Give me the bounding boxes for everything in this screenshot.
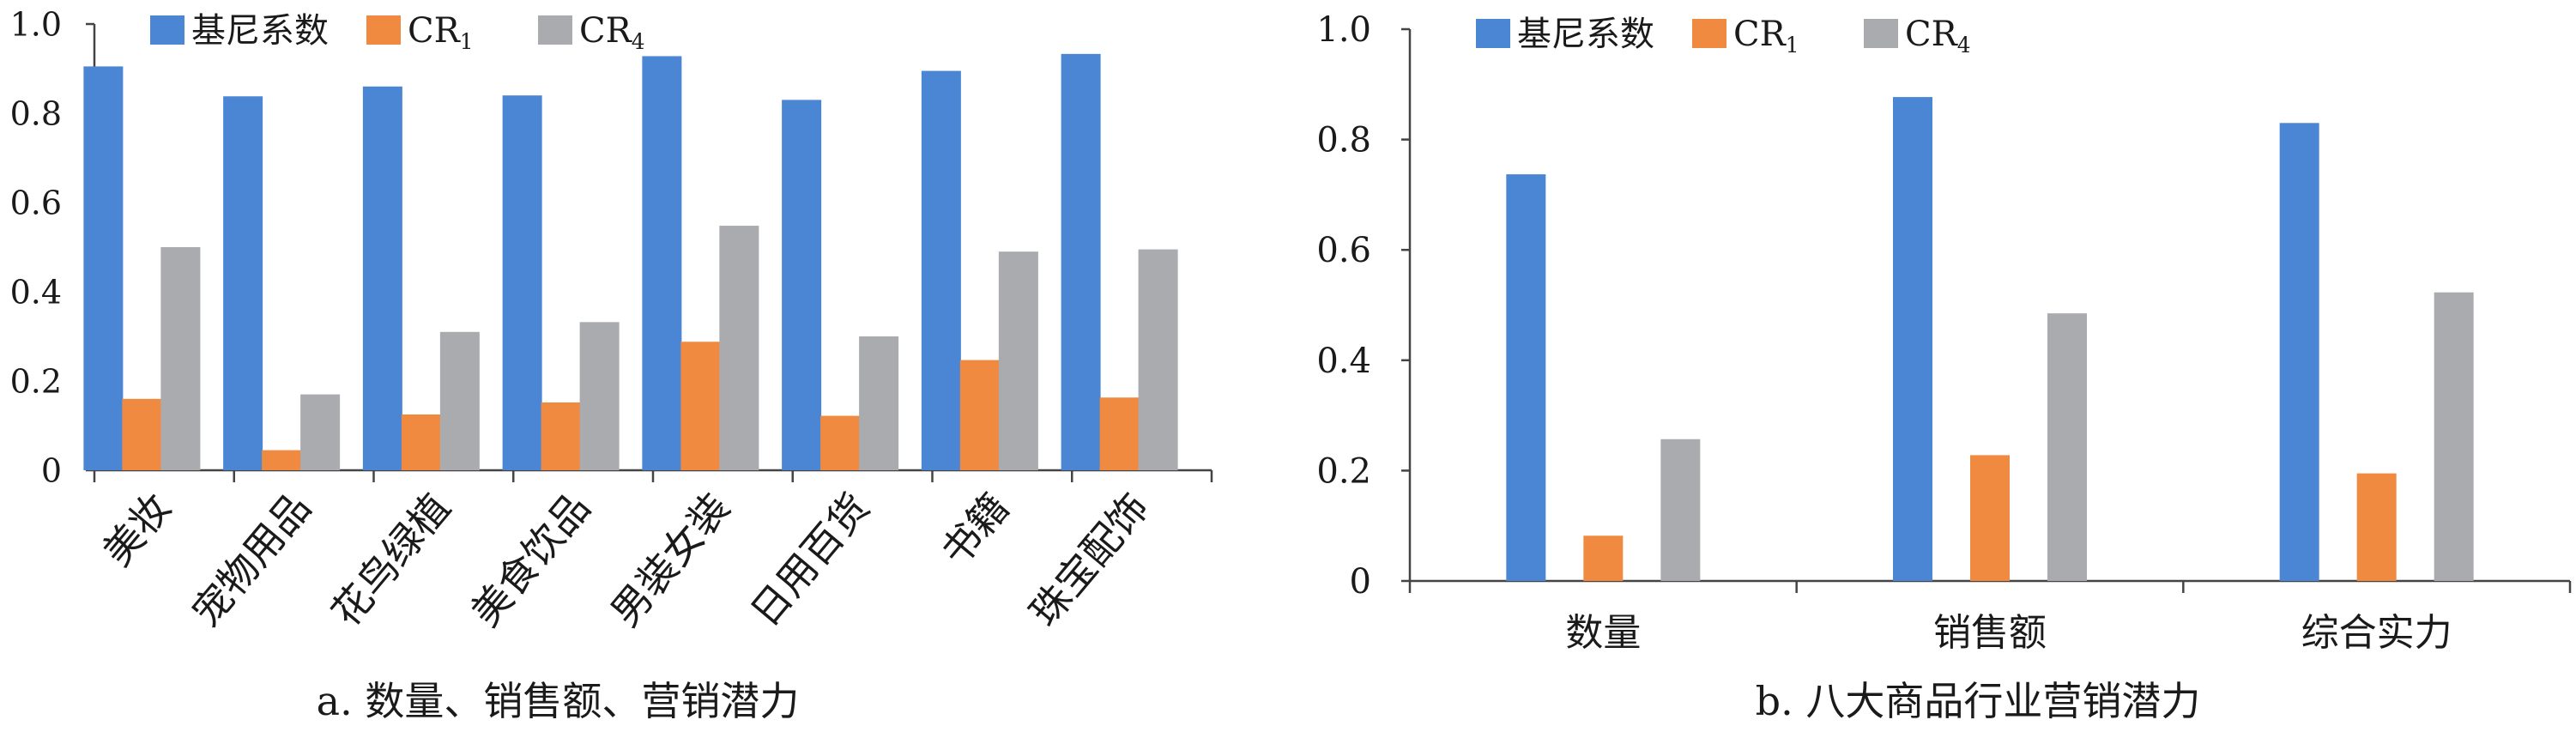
bar-a-s0-c0	[83, 66, 124, 471]
x-category-label: 综合实力	[2301, 611, 2452, 655]
legend-label: 基尼系数	[1517, 15, 1654, 54]
y-tick-label: 0.4	[1316, 342, 1371, 381]
x-category-label: 美妆	[94, 484, 180, 574]
bar-a-s0-c6	[921, 70, 961, 470]
legend-a: 基尼系数 CR1 CR4	[150, 11, 645, 54]
legend-swatch	[366, 15, 401, 45]
bar-b-s0-c0	[1506, 174, 1546, 581]
x-category-label: 数量	[1565, 611, 1641, 655]
bar-a-s2-c2	[439, 331, 480, 470]
bar-a-s0-c5	[782, 100, 822, 471]
chart-panel-b: 0 0.2 0.4 0.6 0.8 1.0 数量 销售额 综合实力 基尼系数 CR1 CR4 b. 八大…	[1316, 10, 2572, 724]
bar-a-s1-c0	[122, 398, 162, 470]
legend-label: CR4	[579, 11, 645, 54]
bar-a-s0-c1	[223, 96, 263, 471]
bar-a-s1-c5	[820, 415, 861, 470]
bar-b-s2-c0	[1660, 439, 1701, 581]
bar-a-s1-c2	[401, 414, 441, 470]
bar-a-s0-c3	[502, 95, 542, 470]
y-tick-label: 0	[41, 451, 62, 489]
legend-swatch	[150, 15, 184, 45]
bar-b-s2-c2	[2434, 292, 2474, 581]
legend-swatch	[1864, 19, 1898, 48]
bar-a-s1-c3	[541, 402, 581, 470]
bar-b-s1-c0	[1583, 535, 1624, 581]
bar-a-s2-c4	[719, 226, 759, 470]
y-tick-label: 0.2	[10, 362, 62, 400]
legend-swatch	[538, 15, 572, 45]
y-tick-label: 1.0	[10, 5, 62, 43]
y-tick-label: 0.6	[1316, 231, 1371, 270]
legend-b: 基尼系数 CR1 CR4	[1476, 15, 1971, 57]
panel-caption: a. 数量、销售额、营销潜力	[317, 678, 800, 724]
chart-panel-a: 0 0.2 0.4 0.6 0.8 1.0 美妆 宠物用品 花鸟绿植 美食饮品 男装女装 日用百货 书籍…	[10, 5, 1213, 724]
bar-b-s1-c2	[2356, 473, 2397, 581]
legend-label: CR1	[1733, 15, 1799, 57]
x-category-label: 销售额	[1933, 611, 2047, 655]
bar-a-s2-c5	[859, 336, 899, 470]
x-category-label: 男装女装	[602, 484, 739, 635]
y-tick-label: 0.8	[10, 94, 62, 132]
bar-b-s0-c1	[1893, 97, 1932, 582]
x-category-label: 日用百货	[741, 484, 879, 635]
bar-a-s2-c3	[579, 322, 620, 470]
bar-a-s2-c1	[300, 394, 341, 470]
bar-a-s2-c0	[160, 247, 201, 470]
legend-swatch	[1692, 19, 1726, 48]
bar-a-s1-c4	[680, 342, 721, 470]
y-tick-label: 0.4	[10, 273, 62, 311]
y-tick-label: 0.8	[1316, 121, 1371, 160]
bar-a-s2-c7	[1138, 249, 1178, 470]
x-category-label: 花鸟绿植	[323, 484, 460, 635]
x-category-label: 宠物用品	[183, 484, 320, 635]
y-tick-label: 0.6	[10, 184, 62, 221]
bar-a-s1-c7	[1099, 397, 1140, 470]
y-tick-label: 0.2	[1316, 451, 1371, 491]
bar-a-s0-c4	[642, 56, 682, 470]
x-category-label: 美食饮品	[462, 484, 599, 635]
x-category-label: 珠宝配饰	[1020, 484, 1158, 635]
legend-label-subscript: 1	[460, 29, 474, 54]
legend-label-subscript: 4	[632, 29, 645, 54]
y-tick-label: 0	[1350, 562, 1371, 602]
bar-a-s1-c6	[959, 360, 1000, 470]
bar-b-s2-c1	[2047, 313, 2087, 581]
bar-b-s1-c1	[1970, 455, 2010, 581]
bar-a-s2-c6	[998, 251, 1038, 470]
legend-swatch	[1476, 19, 1510, 48]
legend-label: CR1	[408, 11, 474, 54]
legend-label-subscript: 1	[1786, 33, 1799, 57]
x-category-label: 书籍	[932, 484, 1019, 574]
legend-label-subscript: 4	[1957, 33, 1971, 57]
y-tick-label: 1.0	[1316, 10, 1371, 50]
panel-caption: b. 八大商品行业营销潜力	[1756, 678, 2201, 724]
bar-b-s0-c2	[2279, 123, 2319, 581]
bar-a-s1-c1	[262, 450, 302, 470]
legend-label: 基尼系数	[191, 11, 329, 51]
bar-a-s0-c2	[362, 86, 402, 471]
legend-label: CR4	[1905, 15, 1971, 57]
bar-a-s0-c7	[1061, 53, 1101, 471]
